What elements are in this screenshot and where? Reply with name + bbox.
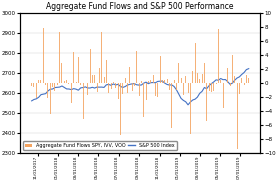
Bar <box>192 71 193 83</box>
Bar <box>45 83 46 85</box>
Bar <box>31 83 32 86</box>
Bar <box>87 83 88 95</box>
Bar <box>106 60 107 83</box>
Bar <box>38 80 39 83</box>
Bar <box>73 52 74 83</box>
Bar <box>239 83 240 94</box>
Bar <box>220 80 221 83</box>
Bar <box>136 51 137 83</box>
Bar <box>237 83 238 149</box>
Bar <box>99 68 100 83</box>
Bar <box>141 81 142 83</box>
Bar <box>127 83 128 92</box>
Bar <box>33 83 34 87</box>
Bar <box>167 79 168 83</box>
Bar <box>199 79 200 83</box>
Bar <box>208 83 210 91</box>
Bar <box>248 78 249 83</box>
Bar <box>232 54 233 83</box>
Bar <box>215 83 217 84</box>
Bar <box>134 83 135 86</box>
Bar <box>90 49 91 83</box>
Bar <box>129 67 130 83</box>
Bar <box>150 80 151 83</box>
Bar <box>113 82 114 83</box>
Bar <box>246 75 247 83</box>
Bar <box>218 30 219 83</box>
Title: Aggregate Fund Flows and S&P 500 Performance: Aggregate Fund Flows and S&P 500 Perform… <box>46 2 234 11</box>
Bar <box>227 68 228 83</box>
Bar <box>61 63 63 83</box>
Bar <box>115 83 116 88</box>
Bar <box>68 83 70 84</box>
Bar <box>43 28 44 83</box>
Bar <box>54 83 56 91</box>
Legend: Aggregate Fund Flows SPY, IVV, VOO, S&P 500 Index: Aggregate Fund Flows SPY, IVV, VOO, S&P … <box>23 141 177 150</box>
Bar <box>155 83 156 96</box>
Bar <box>108 83 109 93</box>
Bar <box>71 83 72 103</box>
Bar <box>169 83 170 90</box>
Bar <box>202 74 203 83</box>
Bar <box>162 80 163 83</box>
Bar <box>176 83 177 90</box>
Bar <box>96 83 98 92</box>
Bar <box>103 77 105 83</box>
Bar <box>197 73 198 83</box>
Bar <box>66 80 67 83</box>
Bar <box>94 75 95 83</box>
Bar <box>211 83 212 92</box>
Bar <box>145 83 147 100</box>
Bar <box>50 83 51 114</box>
Bar <box>92 75 93 83</box>
Bar <box>59 32 60 83</box>
Bar <box>143 83 144 117</box>
Bar <box>171 83 172 128</box>
Bar <box>157 83 158 97</box>
Bar <box>206 83 207 121</box>
Bar <box>204 63 205 83</box>
Bar <box>78 57 79 83</box>
Bar <box>138 83 140 96</box>
Bar <box>234 76 235 83</box>
Bar <box>122 83 123 94</box>
Bar <box>190 83 191 134</box>
Bar <box>120 83 121 135</box>
Bar <box>183 83 184 95</box>
Bar <box>180 78 182 83</box>
Bar <box>185 76 186 83</box>
Bar <box>57 83 58 85</box>
Bar <box>148 81 149 83</box>
Bar <box>131 83 133 91</box>
Bar <box>36 83 37 98</box>
Bar <box>101 32 102 83</box>
Bar <box>164 80 165 83</box>
Bar <box>173 80 175 83</box>
Bar <box>64 81 65 83</box>
Bar <box>244 83 245 85</box>
Bar <box>178 63 179 83</box>
Bar <box>223 83 224 108</box>
Bar <box>80 83 81 85</box>
Bar <box>52 83 53 87</box>
Bar <box>213 83 214 91</box>
Bar <box>241 78 242 83</box>
